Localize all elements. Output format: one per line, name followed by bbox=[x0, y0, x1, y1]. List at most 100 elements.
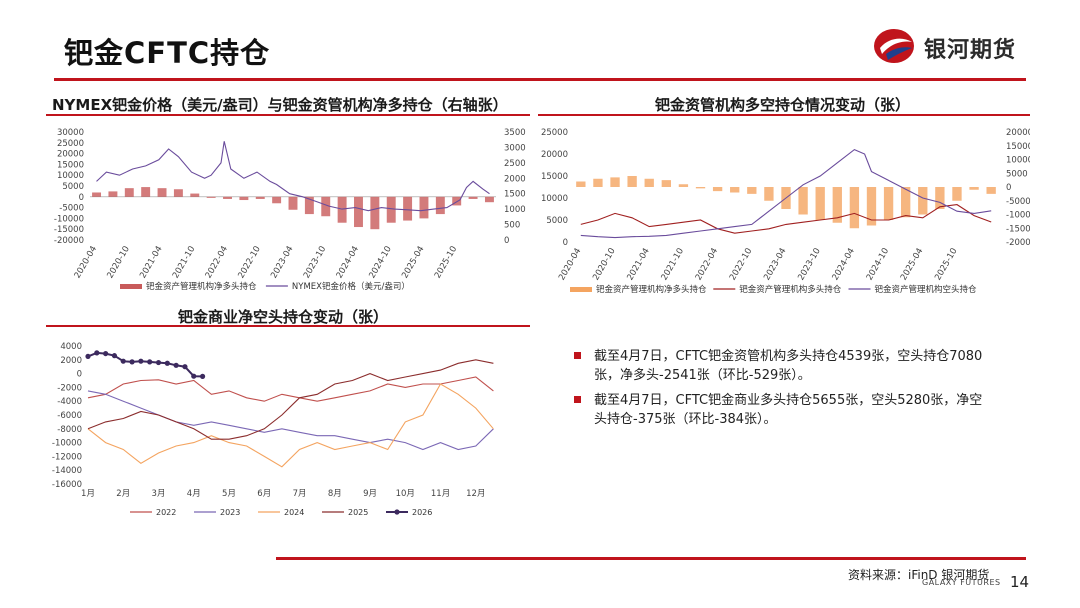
bullet-square-icon bbox=[574, 352, 581, 359]
y-left-tick-label: 2000 bbox=[60, 356, 82, 366]
y-right-tick-label: 5000 bbox=[1006, 169, 1028, 179]
y-right-tick-label: -15000 bbox=[1006, 224, 1030, 234]
y-right-tick-label: 1500 bbox=[504, 190, 526, 200]
y-right-tick-label: 10000 bbox=[1006, 156, 1030, 166]
x-tick-label: 2023-04 bbox=[762, 247, 788, 283]
bar-mark bbox=[593, 178, 603, 187]
logo-text: 银河期货 bbox=[924, 38, 1017, 63]
series-line bbox=[580, 204, 992, 234]
chart3-svg: 4000 2000 0 -2000 -4000 -6000 -8000 -10000 -1200… bbox=[52, 342, 494, 517]
legend-label: 2026 bbox=[412, 508, 432, 517]
page-number: 14 bbox=[1010, 573, 1030, 591]
y-right-tick-label: 2500 bbox=[504, 159, 526, 169]
page-title: 钯金CFTC持仓 bbox=[64, 36, 271, 70]
x-tick-label: 10月 bbox=[396, 489, 415, 499]
y-right-tick-label: 2000 bbox=[504, 174, 526, 184]
galaxy-futures-logo: 银河期货 bbox=[872, 24, 1032, 68]
x-tick-label: 9月 bbox=[363, 489, 377, 499]
bar-mark bbox=[484, 196, 494, 203]
y-left-tick-label: 20000 bbox=[541, 150, 568, 160]
series-line bbox=[580, 148, 992, 239]
bar-mark bbox=[337, 196, 347, 223]
legend-swatch bbox=[120, 284, 142, 289]
x-tick-label: 2021-04 bbox=[625, 247, 651, 283]
point-mark bbox=[173, 362, 179, 368]
y-left-tick-label: -8000 bbox=[57, 425, 82, 435]
bar-mark bbox=[354, 196, 363, 228]
y-left-tick-label: 5000 bbox=[62, 182, 84, 192]
bar-mark bbox=[747, 187, 757, 194]
bar-mark bbox=[157, 188, 167, 197]
x-tick-label: 1月 bbox=[81, 489, 95, 499]
x-tick-label: 2020-04 bbox=[557, 247, 583, 283]
y-right-tick-label: 20000 bbox=[1006, 128, 1030, 138]
bar-mark bbox=[452, 196, 462, 206]
x-tick-label: 2022-10 bbox=[236, 245, 262, 281]
bar-mark bbox=[730, 187, 740, 193]
y-left-tick-label: 10000 bbox=[541, 194, 568, 204]
bar-mark bbox=[108, 191, 118, 197]
bar-mark bbox=[798, 187, 808, 215]
series-line bbox=[87, 390, 494, 451]
y-right-tick-label: 3500 bbox=[504, 128, 526, 138]
y-right-tick-label: 1000 bbox=[504, 205, 526, 215]
point-mark bbox=[94, 350, 100, 356]
x-tick-label: 7月 bbox=[293, 489, 307, 499]
bar-mark bbox=[695, 187, 706, 189]
x-tick-label: 2024-10 bbox=[367, 245, 393, 281]
point-mark bbox=[155, 359, 162, 366]
x-tick-label: 2025-04 bbox=[400, 245, 426, 281]
bullet-text: 截至4月7日，CFTC钯金商业多头持仓5655张，空头5280张，净空头持仓-3… bbox=[594, 393, 983, 427]
legend-label: 2022 bbox=[156, 508, 176, 517]
legend-swatch bbox=[570, 287, 592, 292]
bar-mark bbox=[468, 196, 478, 199]
bar-mark bbox=[124, 188, 134, 197]
bullet-item: 截至4月7日，CFTC钯金资管机构多头持仓4539张，空头持仓7080张，净多头… bbox=[568, 347, 988, 385]
y-left-tick-label: 15000 bbox=[57, 160, 84, 170]
legend-label: 钯金资产管理机构净多头持仓 bbox=[146, 281, 257, 292]
chart1-svg: 300002500020000150001000050000-5000-1000… bbox=[54, 128, 526, 292]
point-mark bbox=[147, 359, 153, 365]
legend-label: 2023 bbox=[220, 508, 240, 517]
legend-label: 2024 bbox=[284, 508, 304, 517]
legend-label: 2025 bbox=[348, 508, 368, 517]
bar-mark bbox=[969, 187, 979, 190]
y-left-tick-label: 15000 bbox=[541, 172, 568, 182]
x-tick-label: 5月 bbox=[222, 489, 236, 499]
y-right-tick-label: -5000 bbox=[1006, 197, 1030, 207]
x-tick-label: 2024-04 bbox=[831, 247, 857, 283]
y-left-tick-label: 4000 bbox=[60, 342, 82, 352]
bar-mark bbox=[255, 196, 265, 199]
x-tick-label: 2022-04 bbox=[204, 245, 230, 281]
series-line bbox=[87, 359, 494, 440]
bar-mark bbox=[866, 187, 877, 226]
point-mark bbox=[103, 350, 109, 357]
bar-mark bbox=[288, 196, 298, 210]
summary-bullets: 截至4月7日，CFTC钯金资管机构多头持仓4539张，空头持仓7080张，净多头… bbox=[568, 347, 988, 435]
point-mark bbox=[129, 359, 135, 365]
bar-mark bbox=[386, 196, 396, 223]
bar-mark bbox=[239, 196, 249, 201]
bar-mark bbox=[272, 196, 282, 204]
y-right-tick-label: 15000 bbox=[1006, 142, 1030, 152]
y-left-tick-label: 25000 bbox=[541, 128, 568, 138]
bar-mark bbox=[661, 180, 671, 187]
bar-mark bbox=[849, 187, 860, 229]
series-line bbox=[96, 141, 490, 212]
x-tick-label: 2025-10 bbox=[433, 245, 459, 281]
y-left-tick-label: -10000 bbox=[52, 439, 82, 449]
series-line bbox=[87, 383, 494, 468]
y-right-tick-label: -20000 bbox=[1006, 238, 1030, 248]
bullet-text: 截至4月7日，CFTC钯金资管机构多头持仓4539张，空头持仓7080张，净多头… bbox=[594, 349, 983, 383]
bullet-item: 截至4月7日，CFTC钯金商业多头持仓5655张，空头5280张，净空头持仓-3… bbox=[568, 391, 988, 429]
bar-mark bbox=[370, 196, 380, 230]
bar-mark bbox=[435, 196, 445, 215]
bar-mark bbox=[815, 187, 825, 220]
legend-label: 钯金资产管理机构空头持仓 bbox=[875, 284, 978, 295]
chart3-title: 钯金商业净空头持仓变动（张） bbox=[178, 308, 389, 326]
x-tick-label: 6月 bbox=[257, 489, 271, 499]
x-tick-label: 12月 bbox=[466, 489, 485, 499]
footer-rule bbox=[276, 557, 1026, 560]
y-left-tick-label: -14000 bbox=[52, 466, 82, 476]
chart3-title-rule bbox=[46, 325, 530, 327]
